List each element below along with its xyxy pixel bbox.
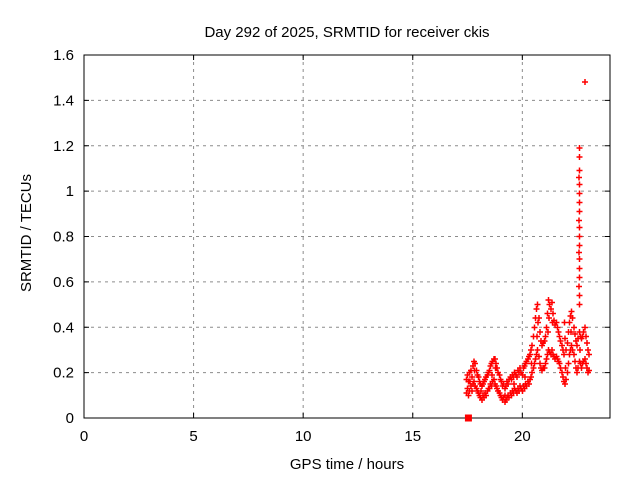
chart-title: Day 292 of 2025, SRMTID for receiver cki… [204, 24, 489, 41]
zero-value-square-marker [464, 414, 472, 422]
y-tick-label: 0.4 [53, 319, 74, 336]
y-tick-label: 1.6 [53, 47, 74, 64]
x-tick-label: 15 [404, 428, 421, 445]
x-tick-label: 20 [514, 428, 531, 445]
x-tick-label: 0 [80, 428, 88, 445]
x-tick-label: 10 [295, 428, 312, 445]
grid-path [84, 55, 610, 418]
plot-border [83, 54, 611, 419]
y-tick-label: 0.6 [53, 274, 74, 291]
x-tick-label: 5 [189, 428, 197, 445]
y-tick-label: 1.4 [53, 92, 74, 109]
y-tick-label: 0.2 [53, 365, 74, 382]
data-points-plus-markers [463, 79, 592, 405]
x-axis-label: GPS time / hours [290, 456, 404, 473]
y-axis-label: SRMTID / TECUs [18, 174, 35, 292]
y-tick-label: 0 [66, 410, 74, 427]
grid-lines [84, 55, 610, 418]
y-tick-label: 1.2 [53, 138, 74, 155]
y-tick-label: 0.8 [53, 229, 74, 246]
y-tick-label: 1 [66, 183, 74, 200]
tick-labels: 0 5 10 15 20 0 0.2 0.4 0.6 0.8 1 1.2 1.4 1.6 [53, 47, 531, 445]
